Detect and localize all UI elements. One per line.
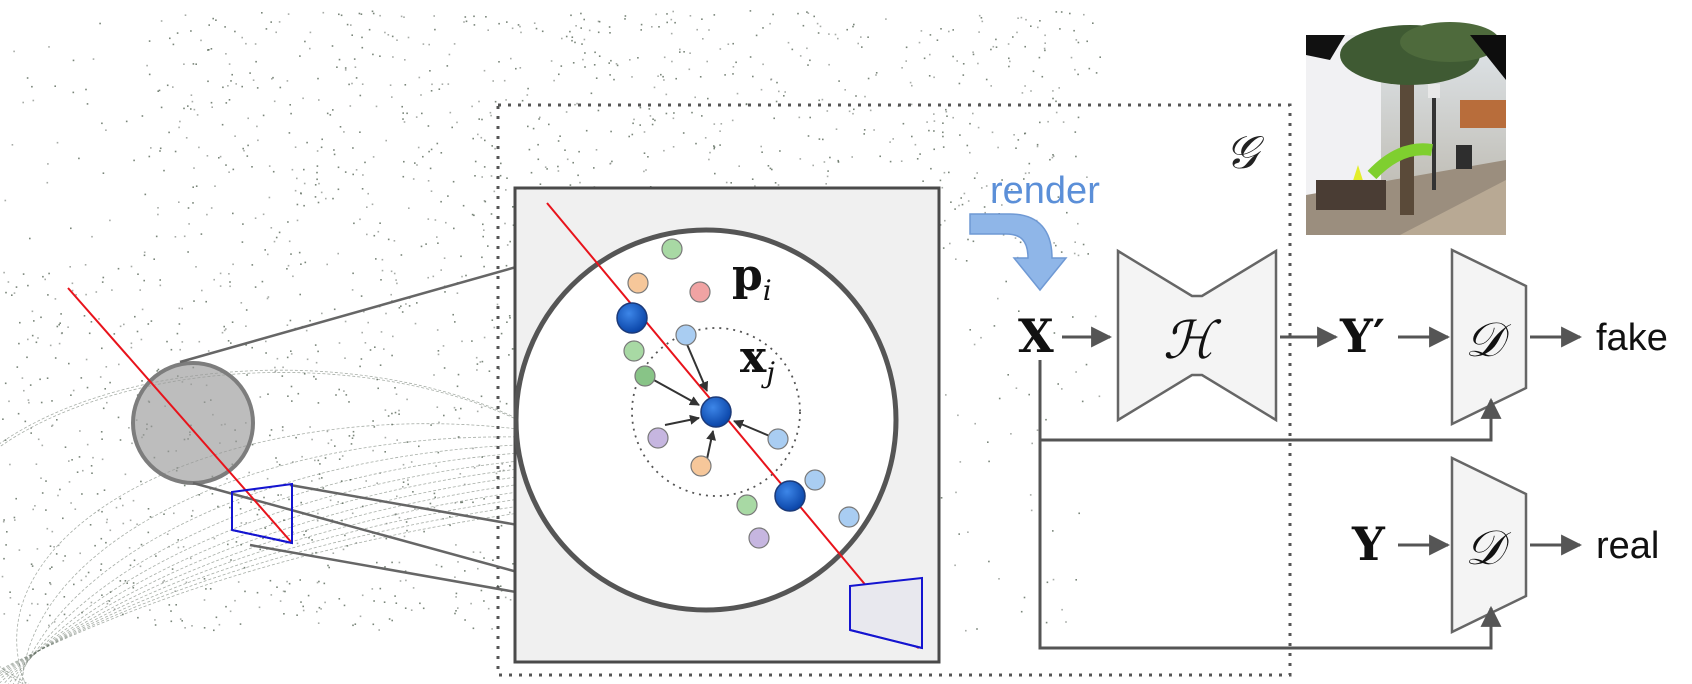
point-green [623, 340, 645, 362]
point-green [661, 238, 683, 260]
input-x-label: X [1018, 309, 1054, 363]
render-arrow [969, 213, 1068, 292]
point-light-blue [675, 324, 697, 346]
points [616, 238, 860, 549]
ray-sample-point [616, 302, 648, 334]
output-yprime-label: Y′ [1339, 309, 1385, 363]
rendered-image-thumbnail [1306, 22, 1506, 235]
point-purple [748, 527, 770, 549]
output-fake-label: fake [1596, 317, 1668, 359]
point-light-blue [804, 469, 826, 491]
camera-frustum-scene [231, 482, 293, 545]
neighbour-arrows [651, 341, 773, 460]
render-label: render [990, 170, 1100, 212]
arrow-x-condition-top [1038, 360, 1502, 442]
point-x-label: xj [740, 332, 775, 389]
discriminator-top-block [1450, 248, 1528, 426]
discriminator-bottom-block [1450, 456, 1528, 634]
ray-sample-point [774, 480, 806, 512]
output-real-label: real [1596, 525, 1659, 567]
point-orange [627, 272, 649, 294]
point-purple [647, 427, 669, 449]
point-light-blue [767, 428, 789, 450]
point-orange [690, 455, 712, 477]
point-dark-green [634, 365, 656, 387]
network-h-block [1116, 248, 1278, 423]
camera-frustum-zoom [849, 576, 923, 650]
arrow-x-condition-bottom [1038, 440, 1502, 650]
camera-ray-zoom [546, 202, 919, 649]
ray-sample-point-xj [700, 396, 732, 428]
generator-label: 𝒢 [1225, 125, 1265, 179]
point-red [689, 281, 711, 303]
point-p-label: pi [732, 250, 772, 307]
point-dark-green [736, 494, 758, 516]
camera-ray-scene [67, 287, 293, 544]
neighbourhood-circle [631, 327, 801, 497]
network-h-label: ℋ [1163, 311, 1222, 371]
point-light-blue [838, 506, 860, 528]
real-y-label: Y [1351, 517, 1386, 571]
